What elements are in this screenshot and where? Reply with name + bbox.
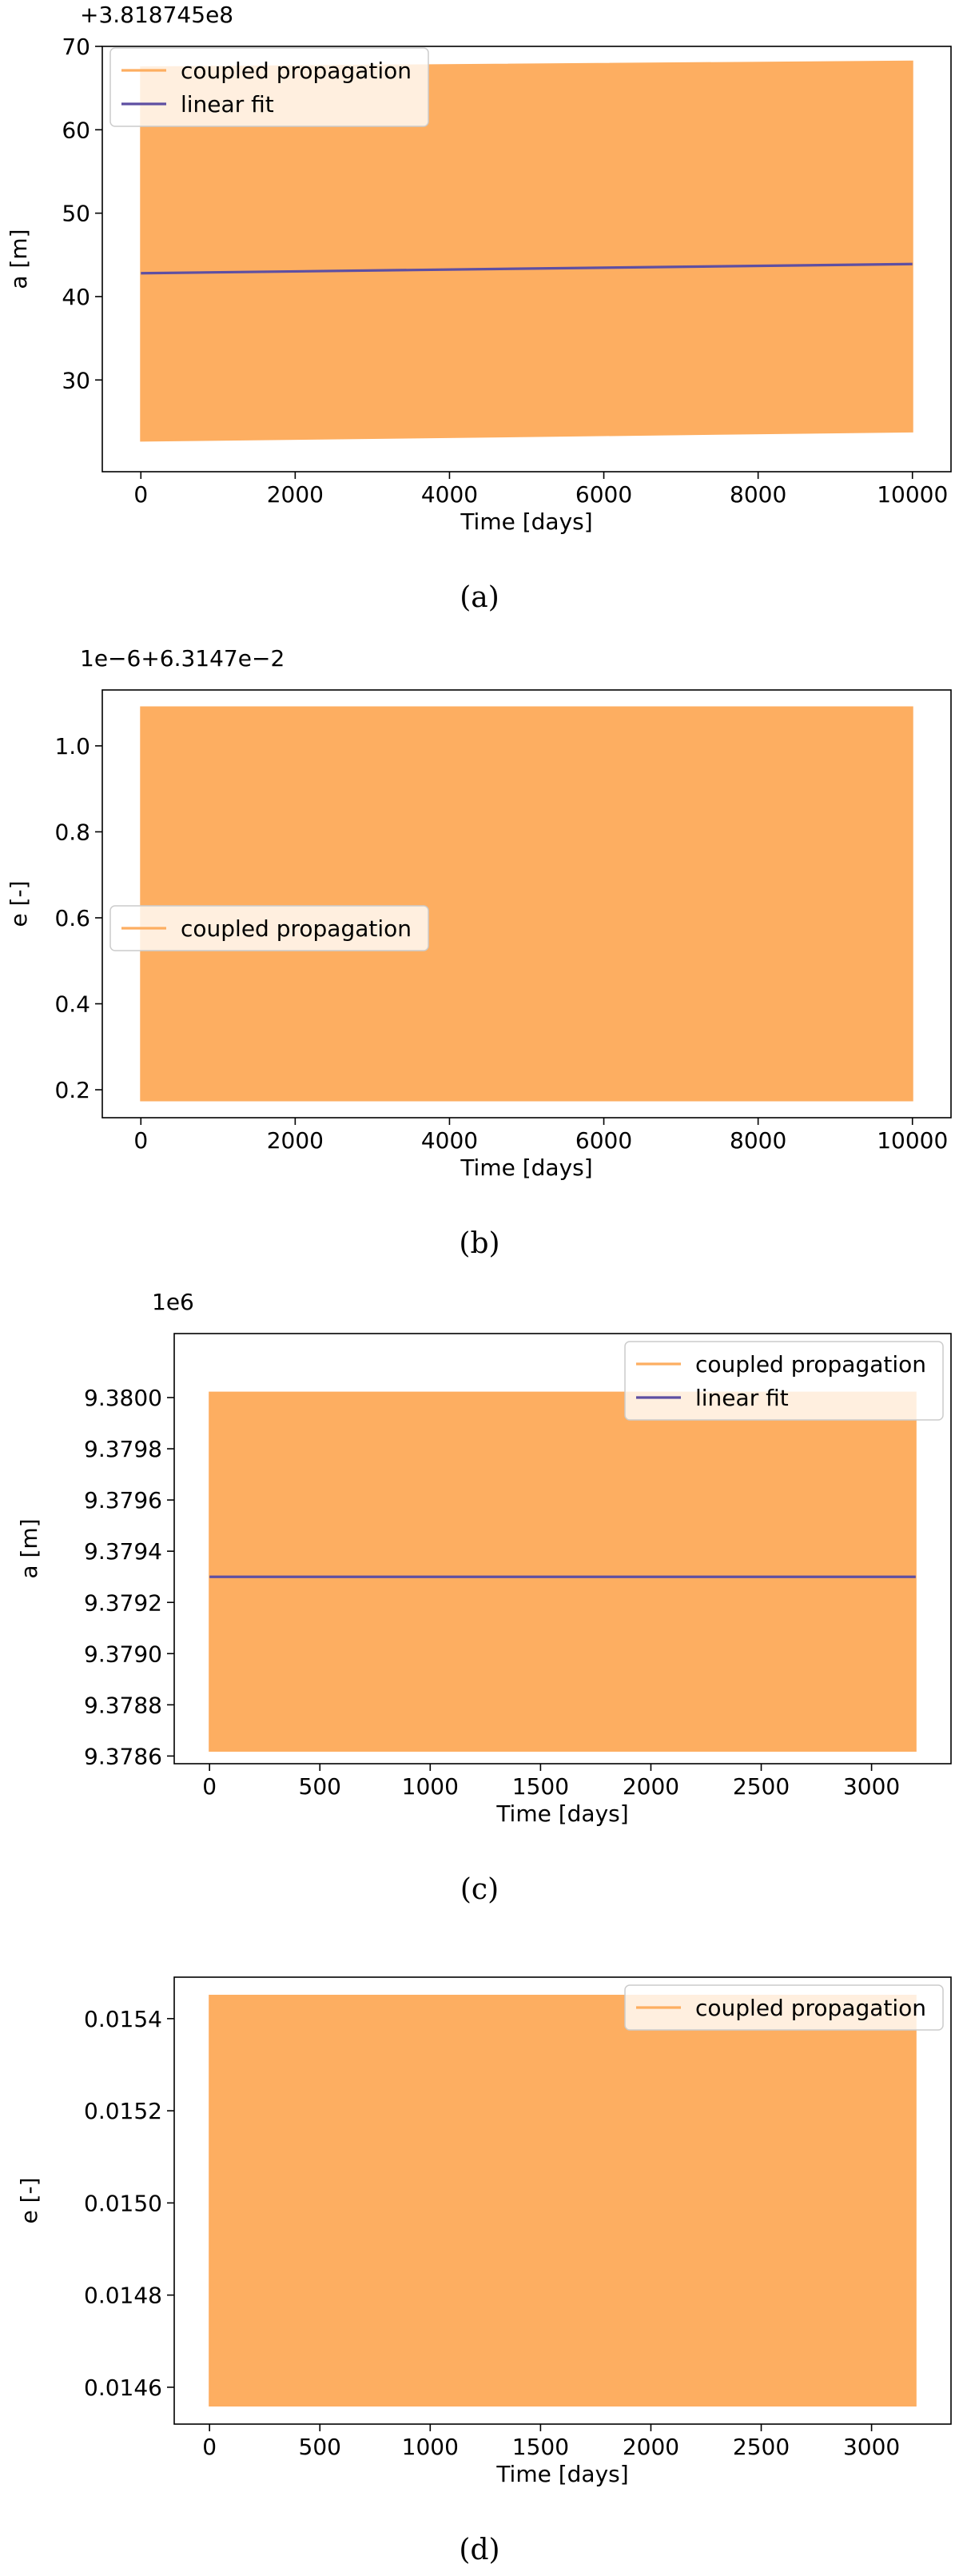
legend-label: linear fit — [695, 1385, 789, 1411]
x-tick-label: 1000 — [402, 1773, 459, 1800]
x-tick-label: 2000 — [267, 481, 324, 508]
y-tick-label: 0.8 — [54, 819, 90, 845]
y-tick-label: 0.6 — [54, 905, 90, 931]
x-tick-label: 0 — [202, 1773, 217, 1800]
chart-a-svg: 0 2000 4000 6000 8000 10000 30 40 50 60 70 Time [da… — [6, 2, 952, 535]
x-tick-label: 0 — [133, 481, 148, 508]
plot-frame — [173, 1333, 952, 1765]
chart-a-caption: (a) — [460, 581, 499, 614]
y-tick-label: 1.0 — [54, 733, 90, 760]
series-band-1 — [209, 1391, 917, 1752]
y-tick-label: 0.0146 — [84, 2375, 162, 2401]
legend: coupled propagation linear fit — [624, 1341, 944, 1421]
series-band-1 — [209, 1995, 917, 2407]
chart-b-caption: (b) — [459, 1227, 500, 1260]
y-tick-label: 9.3796 — [84, 1487, 162, 1513]
y-axis-label: a [m] — [6, 229, 32, 289]
y-tick-label: 0.0148 — [84, 2283, 162, 2309]
series-line-2 — [141, 262, 913, 275]
y-tick-label: 9.3790 — [84, 1641, 162, 1667]
legend-box — [109, 47, 429, 127]
x-tick-label: 3000 — [843, 1773, 900, 1800]
legend-label: coupled propagation — [695, 1351, 926, 1378]
axis-offset-text: +3.818745e8 — [80, 2, 233, 28]
legend-label: coupled propagation — [181, 58, 412, 84]
x-tick-label: 1000 — [402, 2434, 459, 2460]
legend: coupled propagation — [109, 905, 429, 951]
y-tick-label: 0.0154 — [84, 2006, 162, 2032]
legend: coupled propagation — [624, 1984, 944, 2031]
chart-d-svg: 0 500 1000 1500 2000 2500 3000 0.0146 0.0148 0.01… — [16, 1976, 952, 2487]
y-axis-label: e [-] — [16, 2177, 42, 2223]
axis-offset-text: 1e−6+6.3147e−2 — [80, 645, 285, 672]
legend-label: coupled propagation — [695, 1995, 926, 2021]
y-tick-label: 9.3786 — [84, 1743, 162, 1769]
x-tick-label: 2000 — [267, 1127, 324, 1154]
y-tick-label: 9.3798 — [84, 1436, 162, 1462]
y-axis-label: e [-] — [6, 880, 32, 927]
y-tick-label: 70 — [62, 34, 90, 60]
x-tick-label: 6000 — [575, 1127, 632, 1154]
legend-box — [624, 1984, 944, 2031]
legend-label: coupled propagation — [181, 915, 412, 942]
x-tick-label: 10000 — [877, 481, 948, 508]
x-axis-label: Time [days] — [495, 2461, 628, 2487]
x-tick-label: 0 — [133, 1127, 148, 1154]
legend-label: linear fit — [181, 91, 274, 118]
x-tick-label: 2500 — [733, 1773, 790, 1800]
y-tick-label: 9.3788 — [84, 1692, 162, 1718]
y-tick-label: 60 — [62, 117, 90, 143]
chart-b-svg: 0 2000 4000 6000 8000 10000 0.2 0.4 0.6 0.8 1.0 Tim… — [6, 645, 952, 1181]
axis-offset-text: 1e6 — [152, 1289, 194, 1315]
series-band-1 — [140, 60, 913, 442]
chart-d-caption: (d) — [459, 2534, 500, 2566]
series-band-1 — [140, 706, 913, 1102]
x-tick-label: 2500 — [733, 2434, 790, 2460]
x-tick-label: 500 — [299, 2434, 341, 2460]
chart-panel-b: 0 2000 4000 6000 8000 10000 0.2 0.4 0.6 0.8 1.0 Tim… — [0, 644, 959, 1287]
chart-c-caption: (c) — [460, 1873, 499, 1906]
plot-frame — [173, 1976, 952, 2425]
x-axis-label: Time [days] — [460, 508, 592, 535]
legend-box — [624, 1341, 944, 1421]
x-tick-label: 8000 — [730, 1127, 786, 1154]
y-tick-label: 50 — [62, 201, 90, 227]
x-tick-label: 0 — [202, 2434, 217, 2460]
y-tick-label: 9.3794 — [84, 1538, 162, 1565]
y-tick-label: 40 — [62, 284, 90, 310]
x-tick-label: 4000 — [421, 1127, 478, 1154]
x-tick-label: 6000 — [575, 481, 632, 508]
x-tick-label: 2000 — [623, 2434, 679, 2460]
y-tick-label: 0.2 — [54, 1077, 90, 1103]
legend: coupled propagation linear fit — [109, 47, 429, 127]
y-tick-label: 0.0150 — [84, 2190, 162, 2216]
plot-frame — [101, 689, 952, 1119]
x-tick-label: 500 — [299, 1773, 341, 1800]
y-tick-label: 9.3792 — [84, 1589, 162, 1616]
x-tick-label: 1500 — [512, 2434, 569, 2460]
x-tick-label: 4000 — [421, 481, 478, 508]
x-tick-label: 10000 — [877, 1127, 948, 1154]
x-axis-label: Time [days] — [495, 1800, 628, 1827]
y-axis-label: a [m] — [16, 1518, 42, 1578]
y-tick-label: 9.3800 — [84, 1385, 162, 1411]
y-tick-label: 0.0152 — [84, 2098, 162, 2124]
x-tick-label: 2000 — [623, 1773, 679, 1800]
plot-frame — [101, 46, 952, 473]
chart-panel-d: 0 500 1000 1500 2000 2500 3000 0.0146 0.0148 0.01… — [0, 1931, 959, 2574]
y-tick-label: 30 — [62, 367, 90, 393]
x-tick-label: 3000 — [843, 2434, 900, 2460]
x-tick-label: 1500 — [512, 1773, 569, 1800]
chart-panel-c: 0 500 1000 1500 2000 2500 3000 9.3786 9.3788 9.37… — [0, 1287, 959, 1931]
chart-panel-a: 0 2000 4000 6000 8000 10000 30 40 50 60 70 Time [da… — [0, 0, 959, 644]
x-axis-label: Time [days] — [460, 1154, 592, 1181]
chart-c-svg: 0 500 1000 1500 2000 2500 3000 9.3786 9.3788 9.37… — [16, 1289, 952, 1827]
y-tick-label: 0.4 — [54, 991, 90, 1018]
legend-box — [109, 905, 429, 951]
x-tick-label: 8000 — [730, 481, 786, 508]
